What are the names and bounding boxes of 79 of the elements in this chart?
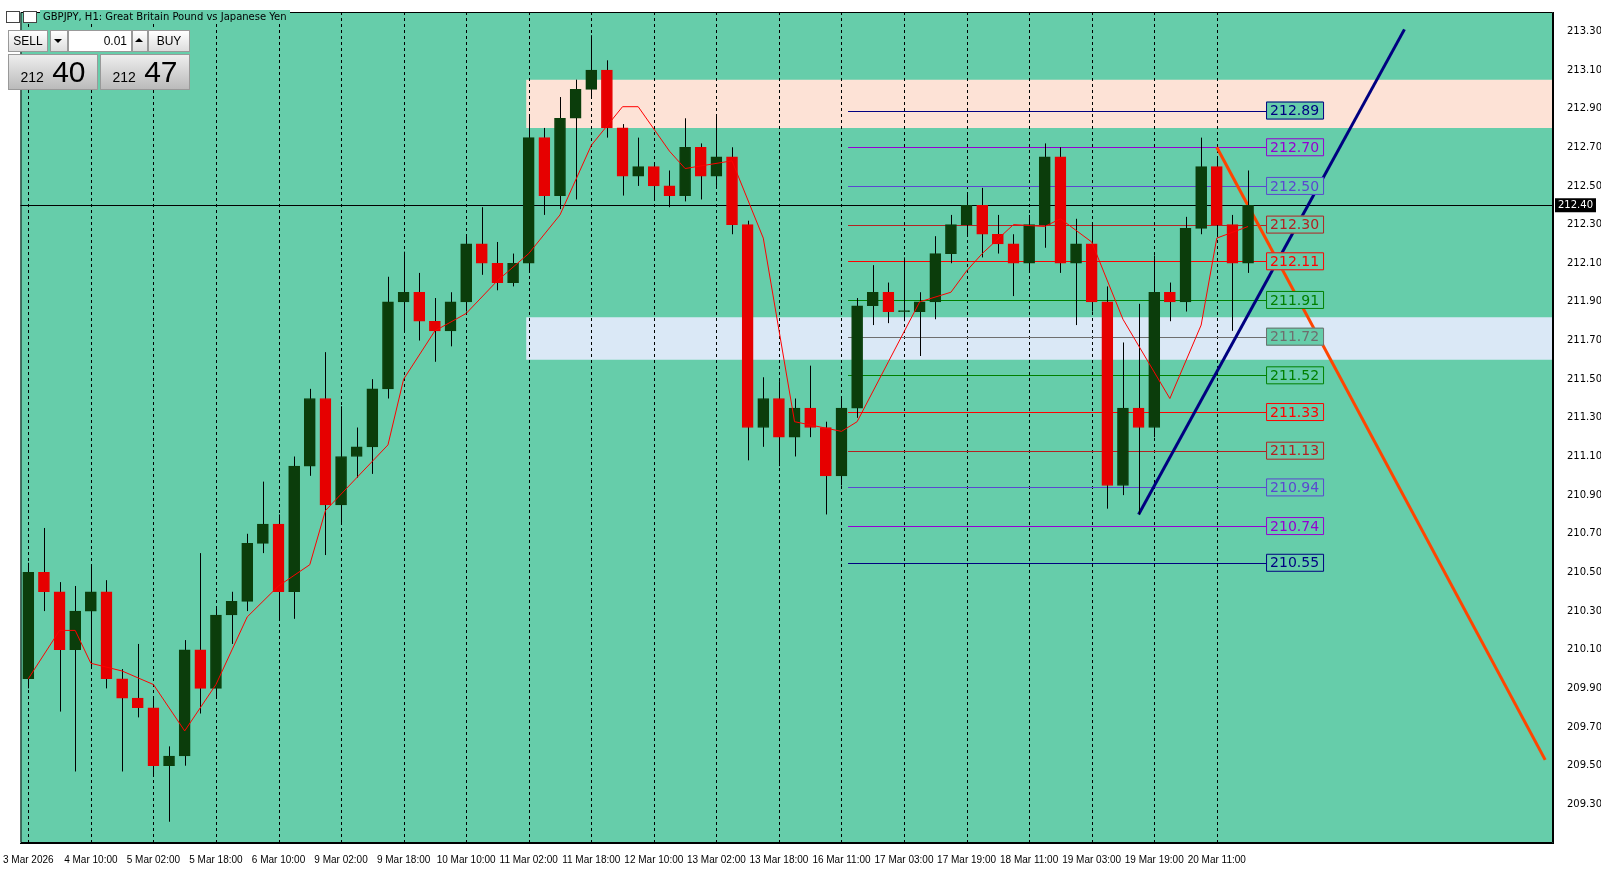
x-tick-label: 19 Mar 03:00: [1062, 853, 1122, 865]
y-tick-label: 212.50: [1567, 179, 1602, 191]
ref-line-label: 210.55: [1270, 554, 1320, 571]
ref-line-label: 211.33: [1270, 403, 1320, 420]
ref-line-label: 211.91: [1270, 291, 1320, 308]
y-tick-label: 209.30: [1567, 797, 1602, 809]
ref-line-label: 210.94: [1270, 479, 1320, 496]
x-tick-label: 5 Mar 18:00: [189, 853, 244, 865]
ref-line-label: 212.89: [1270, 102, 1320, 119]
y-tick-label: 210.50: [1567, 566, 1602, 578]
ref-line-label: 210.74: [1270, 517, 1320, 534]
y-tick-label: 213.10: [1567, 63, 1602, 75]
x-tick-label: 9 Mar 18:00: [376, 853, 431, 865]
y-tick-label: 209.50: [1567, 759, 1602, 771]
x-tick-label: 13 Mar 18:00: [749, 853, 809, 865]
x-tick-label: 4 Mar 10:00: [64, 853, 118, 865]
y-tick-label: 210.70: [1567, 527, 1602, 539]
price-panel: 212 47: [100, 54, 190, 90]
candlestick: [507, 253, 519, 287]
x-tick-label: 9 Mar 02:00: [314, 853, 369, 865]
candlestick: [1070, 218, 1082, 326]
x-tick-label: 11 Mar 18:00: [562, 853, 621, 865]
ref-line-label: 212.70: [1270, 138, 1320, 155]
x-tick-label: 20 Mar 11:00: [1187, 853, 1247, 865]
y-tick-label: 209.90: [1567, 681, 1602, 693]
candlestick: [116, 668, 128, 772]
x-tick-label: 19 Mar 19:00: [1124, 853, 1185, 865]
x-tick-label: 6 Mar 10:00: [251, 853, 306, 865]
y-tick-label: 210.10: [1567, 643, 1602, 655]
x-tick-label: 17 Mar 19:00: [937, 853, 997, 865]
candlestick: [257, 481, 269, 554]
y-tick-label: 211.90: [1567, 295, 1602, 307]
x-tick-label: 13 Mar 02:00: [686, 853, 747, 865]
x-tick-label: 12 Mar 10:00: [624, 853, 684, 865]
y-tick-label: 212.30: [1567, 218, 1602, 230]
ref-line-label: 212.40: [1558, 198, 1593, 210]
candlestick: [1164, 282, 1176, 322]
x-tick-label: 11 Mar 02:00: [499, 853, 559, 865]
sell-button: SELL: [8, 30, 48, 52]
annotation: 212 47: [112, 55, 178, 88]
lot-size-field: 0.01: [68, 30, 132, 52]
y-tick-label: 212.70: [1567, 140, 1602, 152]
x-tick-label: 18 Mar 11:00: [1000, 853, 1059, 865]
candlestick: [38, 527, 50, 612]
x-tick-label: 5 Mar 02:00: [126, 853, 181, 865]
y-tick-label: 210.90: [1567, 488, 1602, 500]
annotation: 212 40: [20, 55, 86, 88]
y-tick-label: 211.30: [1567, 411, 1602, 423]
ref-line-label: 212.50: [1270, 177, 1320, 194]
ref-line-label: 211.72: [1270, 328, 1320, 345]
ref-line-label: 212.11: [1270, 252, 1320, 269]
ref-line-label: 212.30: [1270, 216, 1320, 233]
buy-button: BUY: [148, 30, 190, 52]
ref-line-label: 211.13: [1270, 442, 1320, 459]
y-tick-label: 211.10: [1567, 450, 1602, 462]
candlestick: [804, 365, 817, 438]
y-tick-label: 211.50: [1567, 372, 1602, 384]
y-tick-label: 213.30: [1567, 24, 1602, 36]
chart-title: GBPJPY, H1: Great Britain Pound vs Japanese Yen: [40, 10, 290, 23]
candlestick: [1007, 233, 1020, 297]
x-tick-label: 16 Mar 11:00: [812, 853, 871, 865]
candlestick: [131, 643, 144, 718]
x-tick-label: 17 Mar 03:00: [874, 853, 934, 865]
candlestick: [429, 297, 441, 363]
x-tick-label: 3 Mar 2026: [3, 853, 55, 865]
y-tick-label: 209.70: [1567, 720, 1602, 732]
candlestick: [225, 591, 238, 645]
y-tick-label: 210.30: [1567, 604, 1602, 616]
y-tick-label: 212.90: [1567, 102, 1602, 114]
y-tick-label: 211.70: [1567, 334, 1602, 346]
x-tick-label: 10 Mar 10:00: [436, 853, 497, 865]
price-panel: 212 40: [8, 54, 98, 90]
candlestick: [632, 137, 645, 187]
candlestick: [882, 282, 895, 324]
y-tick-label: 212.10: [1567, 256, 1602, 268]
ref-line-label: 211.52: [1270, 366, 1320, 383]
candlestick: [350, 427, 363, 479]
candlestick: [163, 745, 175, 823]
candlestick: [1132, 303, 1145, 515]
